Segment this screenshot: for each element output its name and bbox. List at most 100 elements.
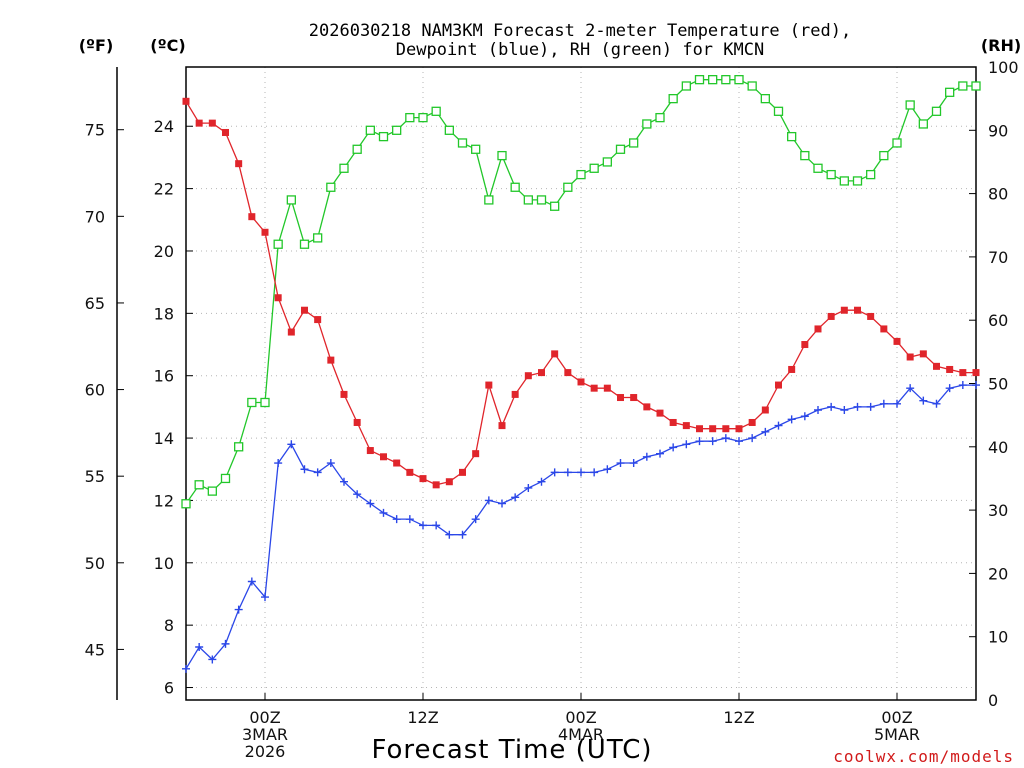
- temperature-point: [630, 394, 638, 402]
- temperature-point: [919, 350, 927, 358]
- temperature-point: [669, 418, 677, 426]
- fahrenheit-tick-label: 45: [85, 640, 105, 659]
- dewpoint-point: [366, 499, 375, 508]
- rh-point: [392, 125, 402, 135]
- temperature-point: [867, 312, 875, 320]
- temperature-point: [761, 406, 769, 414]
- rh-point: [326, 182, 336, 192]
- dewpoint-point: [432, 521, 441, 530]
- rh-series: [181, 75, 981, 509]
- time-tick-label: 00Z: [249, 708, 280, 727]
- fahrenheit-tick-label: 60: [85, 381, 105, 400]
- temperature-point: [551, 350, 559, 358]
- rh-tick-label: 10: [988, 628, 1008, 647]
- temperature-point: [603, 384, 611, 392]
- rh-point: [536, 195, 547, 205]
- dewpoint-point: [695, 437, 704, 446]
- dewpoint-point: [208, 655, 217, 664]
- time-tick-label: 5MAR: [874, 725, 920, 744]
- rh-point: [181, 499, 191, 509]
- rh-point: [852, 176, 863, 186]
- series-layer: [181, 75, 981, 673]
- rh-point: [378, 131, 389, 142]
- rh-point: [286, 195, 296, 205]
- temperature-point: [314, 316, 322, 324]
- dewpoint-point: [379, 508, 388, 517]
- dewpoint-point: [234, 605, 243, 614]
- temperature-point: [248, 213, 256, 221]
- fahrenheit-unit-label: (ºF): [79, 36, 114, 55]
- dewpoint-point: [603, 465, 612, 474]
- rh-point: [892, 138, 902, 148]
- rh-tick-label: 40: [988, 438, 1008, 457]
- fahrenheit-tick-label: 75: [85, 121, 105, 140]
- rh-point: [918, 119, 928, 129]
- rh-point: [958, 81, 968, 91]
- temperature-point: [814, 325, 822, 333]
- dewpoint-point: [287, 440, 296, 449]
- rh-tick-label: 30: [988, 501, 1008, 520]
- time-tick-label: 2026: [245, 742, 286, 761]
- dewpoint-point: [247, 577, 256, 586]
- rh-point: [510, 182, 520, 192]
- rh-point: [497, 150, 507, 161]
- dewpoint-point: [629, 459, 638, 468]
- temperature-point: [880, 325, 888, 333]
- temperature-point: [366, 447, 374, 455]
- temperature-point: [748, 418, 756, 426]
- celsius-tick-label: 20: [154, 242, 174, 261]
- rh-point: [681, 81, 691, 91]
- temperature-series: [182, 97, 980, 489]
- rh-tick-label: 20: [988, 564, 1008, 583]
- rh-point: [576, 169, 586, 180]
- temperature-point: [682, 422, 690, 430]
- rh-point: [247, 397, 257, 408]
- dewpoint-point: [827, 402, 836, 411]
- fahrenheit-axis: 45 50 55 60 65 70 75: [85, 121, 124, 659]
- rh-point: [273, 239, 283, 249]
- rh-point: [352, 144, 362, 154]
- rh-point: [839, 176, 849, 186]
- rh-point: [760, 94, 770, 104]
- rh-point: [629, 138, 639, 148]
- temperature-point: [775, 381, 782, 389]
- temperature-point: [524, 372, 532, 380]
- rh-point: [207, 486, 217, 496]
- rh-point: [313, 233, 323, 243]
- dewpoint-point: [866, 402, 875, 411]
- rh-point: [931, 106, 942, 116]
- temperature-point: [301, 306, 308, 314]
- dewpoint-point: [682, 440, 691, 449]
- temperature-point: [906, 353, 914, 361]
- rh-point: [813, 163, 823, 173]
- rh-point: [668, 94, 678, 104]
- dewpoint-point: [919, 396, 928, 405]
- dewpoint-point: [392, 515, 401, 524]
- dewpoint-point: [419, 521, 427, 530]
- celsius-tick-label: 12: [154, 491, 174, 510]
- dewpoint-point: [748, 434, 757, 443]
- rh-point: [550, 201, 560, 211]
- celsius-unit-label: (ºC): [150, 36, 185, 55]
- dewpoint-point: [721, 434, 730, 443]
- celsius-tick-label: 10: [154, 554, 174, 573]
- dewpoint-point: [300, 465, 309, 474]
- rh-tick-label: 100: [988, 58, 1019, 77]
- rh-point: [747, 81, 757, 91]
- temperature-point: [380, 453, 387, 461]
- dewpoint-point: [853, 402, 862, 411]
- temperature-point: [564, 369, 572, 377]
- dewpoint-point: [484, 496, 493, 505]
- rh-point: [708, 75, 718, 85]
- dewpoint-point: [550, 468, 559, 477]
- dewpoint-point: [774, 421, 783, 430]
- temperature-point: [327, 356, 335, 364]
- dewpoint-point: [340, 477, 348, 486]
- temperature-point: [182, 97, 190, 105]
- celsius-axis: 6 8 10 12 14 16 18 20 22 24: [154, 117, 193, 698]
- rh-point: [905, 100, 915, 110]
- temperature-point: [274, 294, 282, 302]
- celsius-tick-label: 6: [164, 679, 174, 698]
